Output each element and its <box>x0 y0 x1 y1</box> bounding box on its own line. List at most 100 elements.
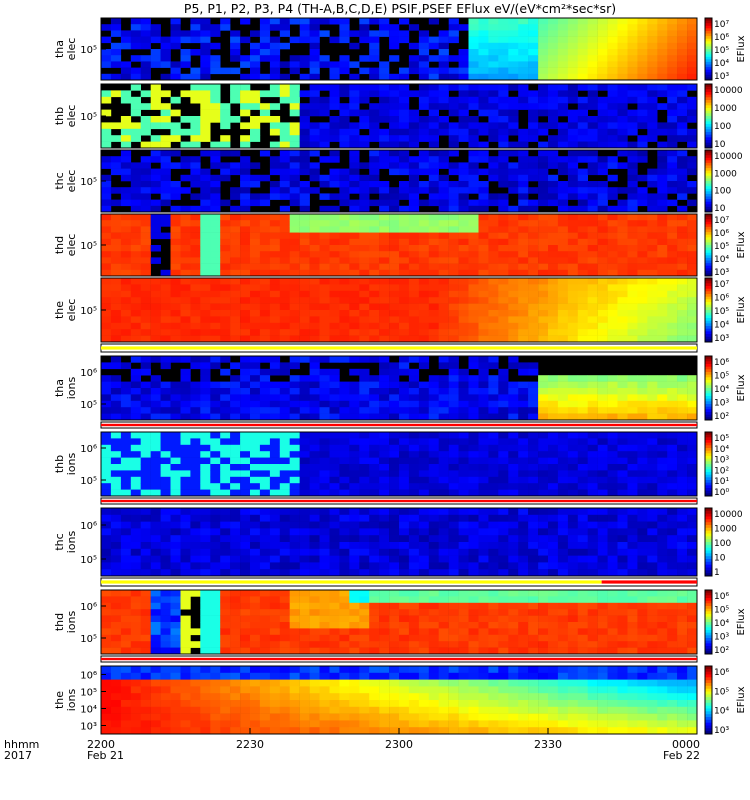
heatmap-cell <box>110 297 122 304</box>
colorbar-step <box>705 260 712 264</box>
heatmap-cell <box>418 284 430 292</box>
heatmap-cell <box>518 464 529 471</box>
heatmap-cell <box>319 322 330 330</box>
heatmap-cell <box>637 329 648 336</box>
heatmap-cell <box>160 394 171 402</box>
heatmap-cell <box>448 36 459 44</box>
heatmap-cell <box>438 220 449 227</box>
heatmap-cell <box>428 150 439 157</box>
heatmap-cell <box>597 483 608 490</box>
colorbar-step <box>705 84 712 88</box>
heatmap-cell <box>299 521 310 529</box>
heatmap-cell <box>190 356 201 363</box>
heatmap-cell <box>667 156 678 163</box>
heatmap-cell <box>647 73 658 81</box>
heatmap-cell <box>349 356 360 363</box>
heatmap-cell <box>269 18 281 25</box>
heatmap-cell <box>359 278 370 285</box>
heatmap-cell <box>140 368 151 376</box>
heatmap-cell <box>567 214 579 221</box>
heatmap-cell <box>369 438 380 446</box>
heatmap-cell <box>408 122 420 130</box>
heatmap-cell <box>309 67 320 75</box>
heatmap-cell <box>528 508 539 516</box>
heatmap-cell <box>408 214 420 221</box>
heatmap-cell <box>528 535 539 543</box>
heatmap-cell <box>448 329 459 336</box>
heatmap-cell <box>309 245 320 252</box>
heatmap-cell <box>101 476 112 484</box>
colorbar-step <box>705 469 712 473</box>
heatmap-cell <box>379 535 390 543</box>
heatmap-cell <box>498 562 509 570</box>
heatmap-cell <box>478 381 489 389</box>
heatmap-cell <box>687 73 698 81</box>
heatmap-cell <box>299 457 310 465</box>
heatmap-cell <box>667 388 678 395</box>
heatmap-cell <box>240 36 251 44</box>
heatmap-cell <box>587 103 598 110</box>
heatmap-cell <box>269 388 281 395</box>
heatmap-cell <box>438 316 449 324</box>
heatmap-cell <box>627 508 638 516</box>
heatmap-cell <box>478 569 489 577</box>
heatmap-cell <box>220 555 231 563</box>
heatmap-cell <box>369 284 380 292</box>
heatmap-cell <box>359 84 370 91</box>
heatmap-cell <box>597 36 608 44</box>
heatmap-cell <box>538 489 549 497</box>
heatmap-cell <box>120 388 132 395</box>
heatmap-cell <box>538 245 549 252</box>
heatmap-cell <box>607 432 618 439</box>
heatmap-cell <box>428 569 439 577</box>
heatmap-cell <box>528 335 539 343</box>
heatmap-cell <box>528 205 539 213</box>
heatmap-cell <box>617 335 628 343</box>
heatmap-cell <box>508 24 519 31</box>
heatmap-cell <box>240 284 251 292</box>
heatmap-cell <box>220 483 231 490</box>
heatmap-cell <box>359 521 370 529</box>
heatmap-cell <box>389 245 400 252</box>
heatmap-cell <box>259 521 271 529</box>
heatmap-cell <box>289 18 300 25</box>
heatmap-cell <box>230 470 241 478</box>
heatmap-cell <box>577 432 588 439</box>
heatmap-cell <box>478 109 489 117</box>
heatmap-cell <box>577 24 588 31</box>
heatmap-cell <box>150 135 161 142</box>
heatmap-cell <box>538 128 549 136</box>
heatmap-cell <box>329 641 340 648</box>
heatmap-cell <box>468 590 479 597</box>
heatmap-cell <box>518 55 529 62</box>
heatmap-cell <box>567 322 579 330</box>
heatmap-cell <box>329 590 340 597</box>
heatmap-cell <box>269 407 281 414</box>
heatmap-cell <box>577 438 588 446</box>
heatmap-cell <box>577 548 588 556</box>
heatmap-cell <box>567 310 579 317</box>
heatmap-cell <box>309 375 320 382</box>
heatmap-cell <box>617 55 628 62</box>
heatmap-cell <box>617 528 628 536</box>
heatmap-cell <box>518 438 529 446</box>
heatmap-cell <box>140 622 151 629</box>
heatmap-cell <box>349 174 360 182</box>
heatmap-cell <box>309 615 320 623</box>
heatmap-cell <box>597 128 608 136</box>
heatmap-cell <box>319 483 330 490</box>
colorbar-step <box>705 265 712 269</box>
heatmap-cell <box>597 329 608 336</box>
heatmap-cell <box>190 297 201 304</box>
heatmap-cell <box>418 457 430 465</box>
heatmap-cell <box>647 205 658 213</box>
heatmap-cell <box>180 432 191 439</box>
heatmap-cell <box>399 641 410 648</box>
heatmap-cell <box>597 375 608 382</box>
heatmap-cell <box>478 375 489 382</box>
heatmap-cell <box>637 103 648 110</box>
heatmap-cell <box>538 457 549 465</box>
heatmap-cell <box>637 381 648 389</box>
heatmap-cell <box>428 96 439 104</box>
heatmap-thb-ions <box>101 432 698 497</box>
